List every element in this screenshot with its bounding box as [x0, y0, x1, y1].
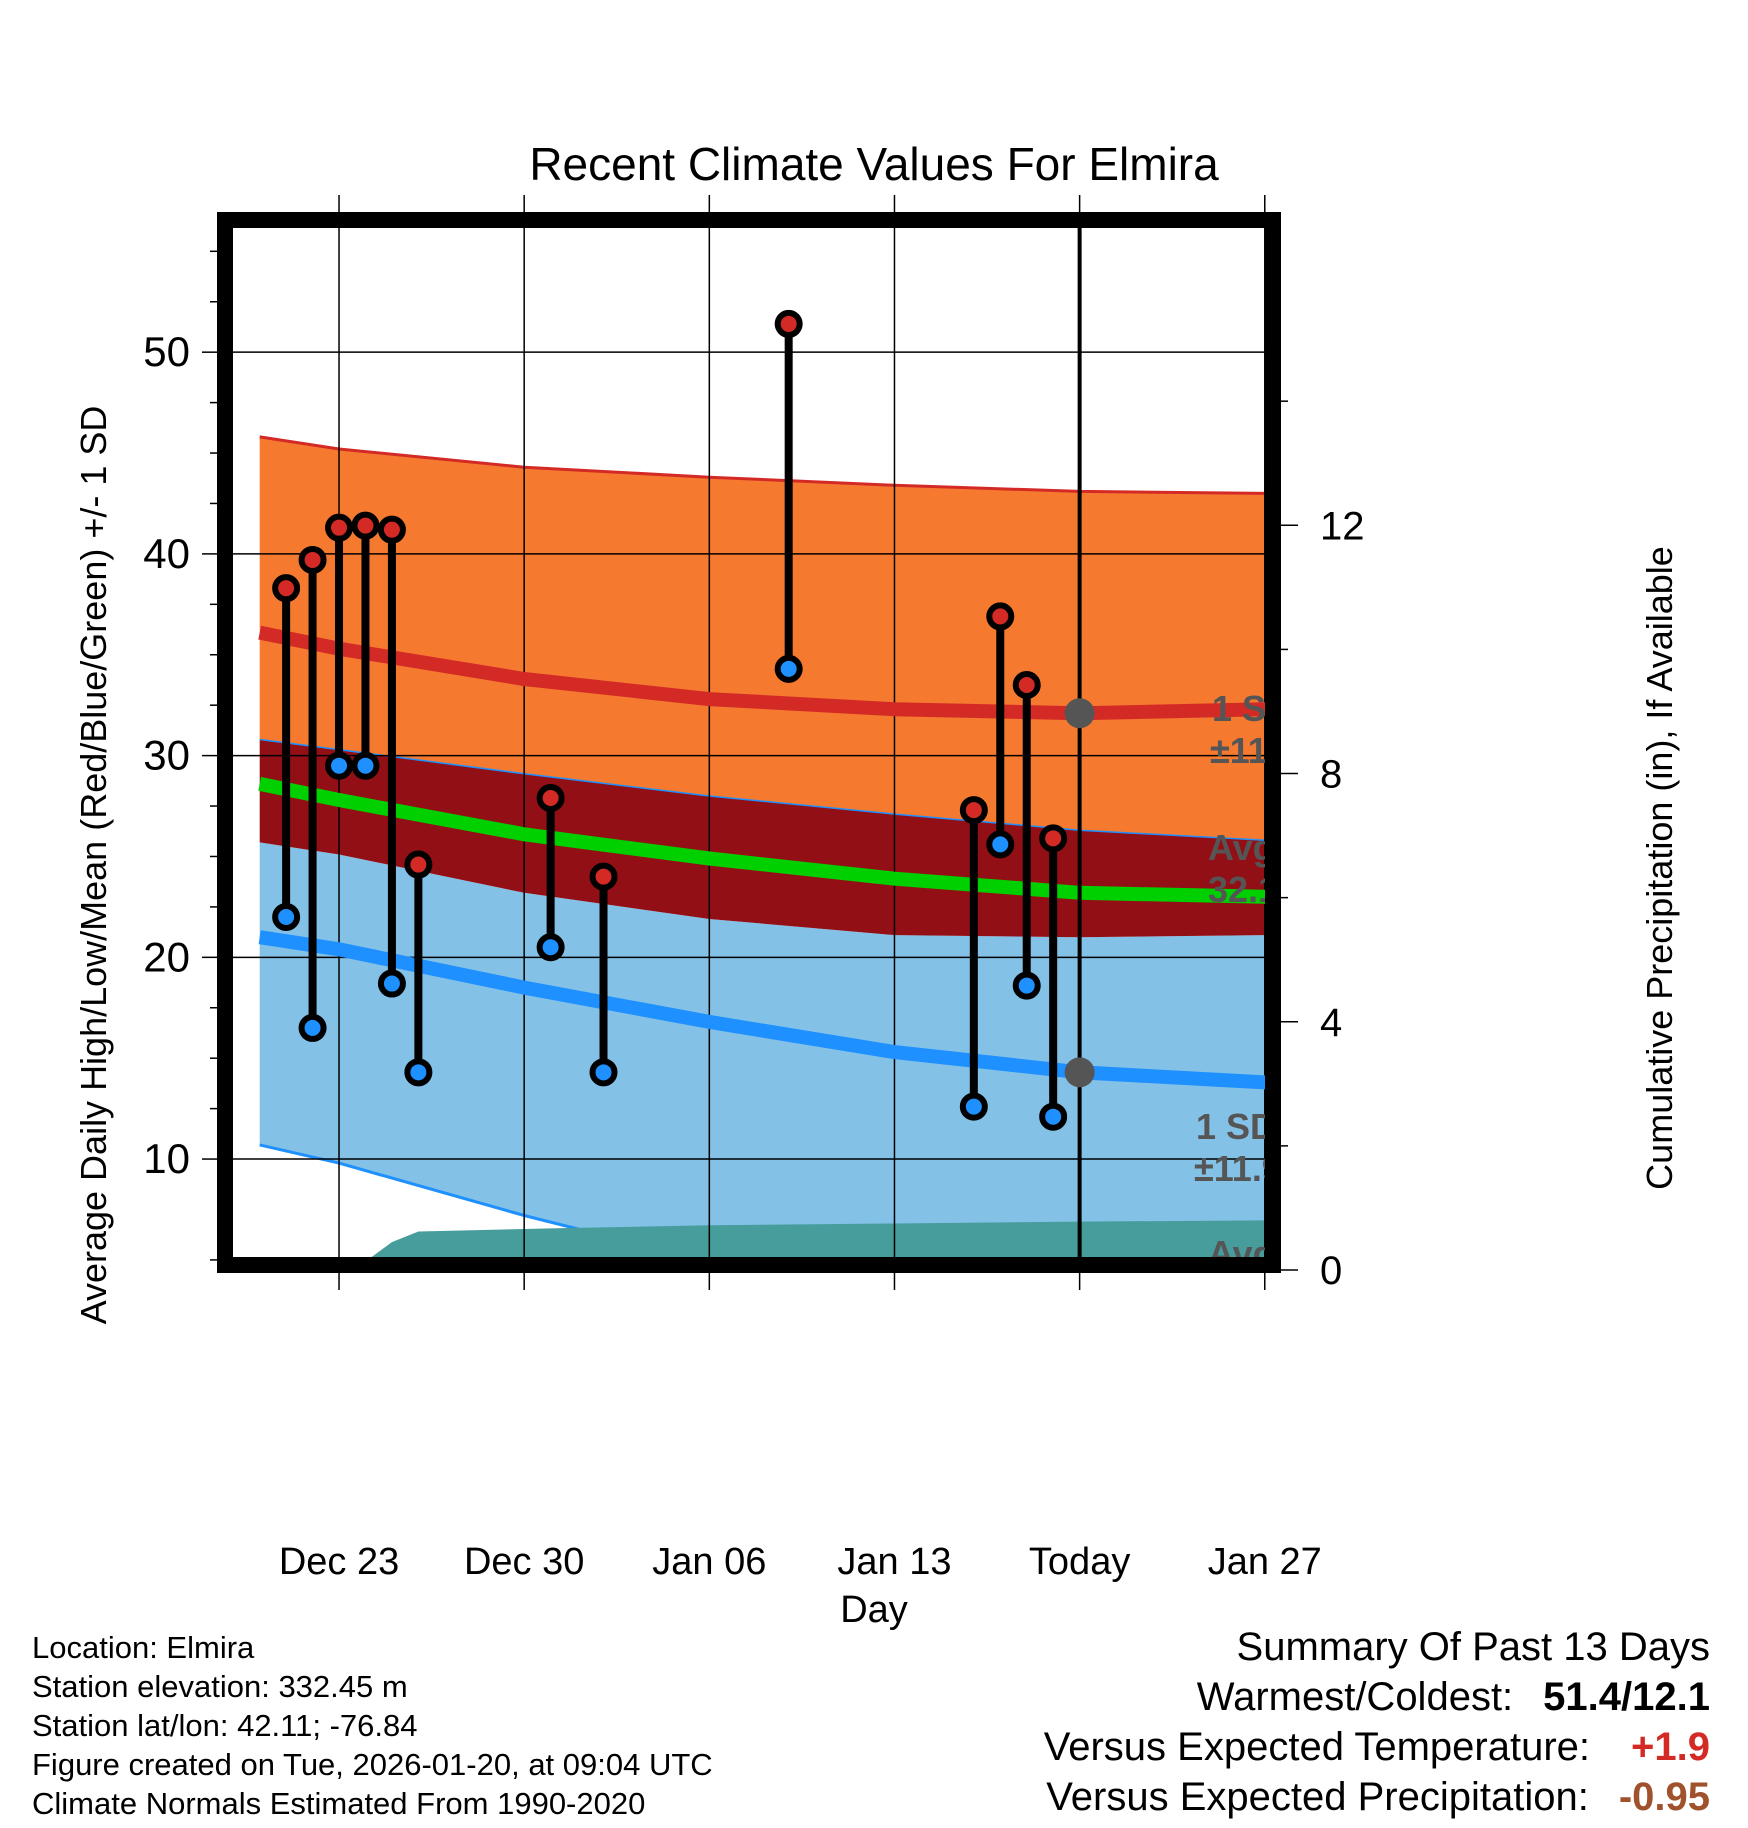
y2-tick-label: 4	[1320, 1001, 1342, 1045]
y-tick-label: 40	[143, 530, 190, 577]
x-tick-label: Jan 13	[837, 1541, 951, 1583]
obs-low-dot	[589, 1058, 618, 1087]
summary-warmest-label: Warmest/Coldest:	[1196, 1675, 1514, 1719]
obs-high-dot	[404, 850, 433, 879]
y-tick-label: 50	[143, 328, 190, 375]
today-days-label: 20	[1092, 1367, 1134, 1409]
obs-high-dot	[536, 783, 565, 812]
obs-high-dot	[1012, 671, 1041, 700]
y-tick-label: 30	[143, 732, 190, 779]
x-axis-label: Day	[840, 1589, 908, 1631]
today-days-label: Days	[1092, 1413, 1183, 1455]
summary-precip-row: Versus Expected Precipitation: -0.95	[1046, 1775, 1710, 1820]
obs-low-dot	[298, 1013, 327, 1042]
obs-high-dot	[1039, 824, 1068, 853]
plot-frame	[217, 212, 1281, 1273]
high-avg-value: 32.1°F	[1208, 869, 1314, 910]
info-location: Location: Elmira	[32, 1630, 255, 1665]
low-avg-marker	[1064, 1057, 1095, 1088]
obs-low-dot	[536, 933, 565, 962]
low-sd-label: 1 SD:	[1196, 1106, 1288, 1147]
high-sd-label: 1 SD:	[1212, 688, 1304, 729]
low-avg-line	[258, 930, 1278, 1090]
high-sd-value: ±11°F	[1210, 730, 1304, 771]
x-tick-label: Dec 23	[279, 1541, 399, 1583]
info-normals: Climate Normals Estimated From 1990-2020	[32, 1786, 646, 1821]
y-axis-label: Average Daily High/Low/Mean (Red/Blue/Gr…	[73, 406, 114, 1325]
obs-low-dot	[351, 751, 380, 780]
low-lower-line	[259, 1143, 778, 1270]
obs-low-dot	[1039, 1102, 1068, 1131]
obs-high-dot	[774, 309, 803, 338]
info-latlon: Station lat/lon: 42.11; -76.84	[32, 1708, 418, 1743]
summary-temp-label: Versus Expected Temperature:	[1043, 1725, 1590, 1769]
obs-high-dot	[325, 513, 354, 542]
summary-precip-value: -0.95	[1618, 1775, 1710, 1819]
x-tick-label: Jan 27	[1208, 1541, 1322, 1583]
obs-high-dot	[589, 862, 618, 891]
summary-warmest-row: Warmest/Coldest: 51.4/12.1	[1197, 1675, 1710, 1720]
high-upper-line	[259, 435, 1278, 495]
obs-high-dot	[377, 515, 406, 544]
x-tick-label: Jan 06	[652, 1541, 766, 1583]
info-created: Figure created on Tue, 2026-01-20, at 09…	[32, 1747, 713, 1782]
x-tick-label: Dec 30	[464, 1541, 584, 1583]
y2-axis-label: Cumulative Precipitation (in), If Availa…	[1639, 546, 1680, 1190]
info-elevation: Station elevation: 332.45 m	[32, 1669, 408, 1704]
obs-low-dot	[404, 1058, 433, 1087]
summary-temp-value: +1.9	[1631, 1725, 1710, 1769]
obs-low-dot	[272, 902, 301, 931]
obs-high-dot	[298, 545, 327, 574]
summary-warmest-value: 51.4/12.1	[1543, 1675, 1710, 1719]
summary-precip-label: Versus Expected Precipitation:	[1046, 1775, 1589, 1819]
y-tick-label: 20	[143, 933, 190, 980]
axes: 10 20 30 40 50 0 4 8 12 Dec 23 Dec 30 Jan 06 Jan 13 T…	[143, 195, 1365, 1583]
obs-high-dot	[959, 796, 988, 825]
obs-low-dot	[774, 654, 803, 683]
high-avg-marker	[1064, 698, 1095, 729]
high-avg-line	[258, 625, 1278, 721]
obs-low-dot	[1012, 971, 1041, 1000]
low-avg-value: 14.3°F	[1208, 1275, 1314, 1316]
chart-title: Recent Climate Values For Elmira	[529, 138, 1219, 190]
y-tick-label: 10	[143, 1135, 190, 1182]
obs-high-dot	[986, 602, 1015, 631]
obs-low-dot	[325, 751, 354, 780]
mean-line	[258, 777, 1278, 904]
summary-temp-row: Versus Expected Temperature: +1.9	[1044, 1725, 1710, 1770]
obs-low-dot	[959, 1092, 988, 1121]
low-sd-value: ±11.9°F	[1194, 1148, 1318, 1189]
y2-tick-label: 8	[1320, 753, 1342, 797]
obs-high-dot	[351, 511, 380, 540]
obs-low-dot	[377, 969, 406, 998]
y2-tick-label: 0	[1320, 1249, 1342, 1293]
x-tick-label: Today	[1029, 1541, 1130, 1583]
obs-high-dot	[272, 574, 301, 603]
summary-title: Summary Of Past 13 Days	[1236, 1625, 1710, 1669]
y2-tick-label: 12	[1320, 504, 1365, 548]
obs-low-dot	[986, 830, 1015, 859]
